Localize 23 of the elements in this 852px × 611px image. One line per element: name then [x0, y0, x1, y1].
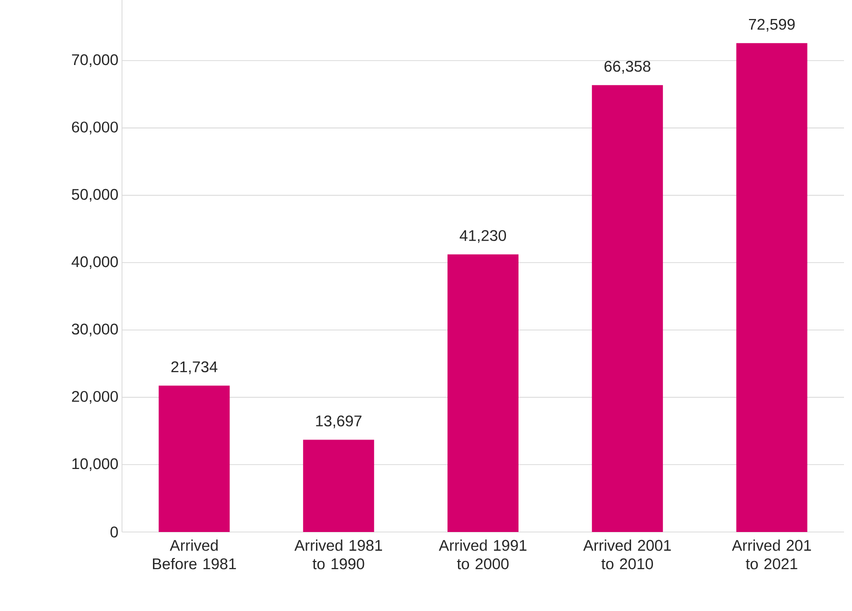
- y-tick-label: 30,000: [72, 324, 118, 336]
- data-label: 13,697: [316, 415, 362, 428]
- data-label: 41,230: [460, 230, 506, 243]
- y-tick-label: 0: [110, 526, 118, 538]
- bar: [158, 386, 230, 532]
- x-tick-label: Arrived 1991 to 2000: [438, 540, 526, 570]
- bar: [448, 254, 518, 532]
- data-label: 66,358: [604, 60, 650, 74]
- data-label: 21,734: [171, 361, 218, 374]
- data-label: 72,599: [748, 18, 795, 32]
- y-tick-label: 20,000: [72, 390, 118, 404]
- y-tick-label: 60,000: [72, 122, 118, 134]
- x-tick-label: Arrived 201 to 2021: [732, 540, 811, 570]
- y-tick-label: 70,000: [72, 54, 118, 67]
- x-tick-label: Arrived Before 1981: [152, 540, 236, 570]
- y-tick-label: 10,000: [72, 458, 118, 472]
- bar: [592, 85, 663, 532]
- x-tick-label: Arrived 2001 to 2010: [583, 540, 671, 570]
- y-tick-label: 40,000: [72, 256, 118, 270]
- bar: [303, 440, 374, 532]
- bar: [736, 43, 808, 532]
- x-tick-label: Arrived 1981 to 1990: [294, 540, 382, 570]
- y-tick-label: 50,000: [72, 188, 118, 202]
